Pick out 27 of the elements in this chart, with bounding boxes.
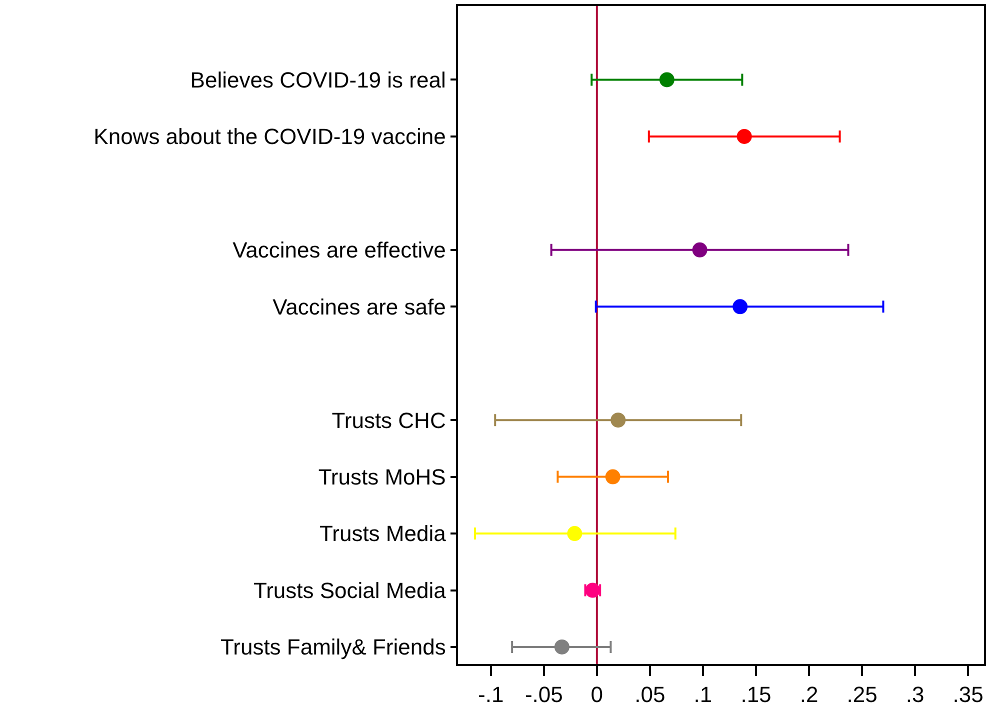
y-tick-label: Vaccines are safe (272, 294, 446, 320)
y-tick-label: Knows about the COVID-19 vaccine (94, 124, 446, 150)
x-tick-label: -.1 (478, 682, 504, 708)
y-tick-label: Believes COVID-19 is real (190, 67, 446, 92)
y-tick-label: Vaccines are effective (232, 238, 446, 263)
x-tick-label: -.05 (524, 682, 563, 708)
point (610, 412, 626, 428)
point (732, 299, 748, 314)
y-tick-label: Trusts MoHS (318, 464, 446, 490)
y-tick-label: Trusts Media (320, 521, 447, 546)
x-tick-label: 0 (590, 682, 604, 708)
x-tick-label: .15 (740, 682, 772, 708)
x-tick-label: .1 (694, 682, 712, 708)
y-tick-label: Trusts CHC (332, 408, 446, 433)
point (692, 242, 708, 258)
x-tick-label: .35 (952, 682, 984, 708)
y-tick-label: Trusts Family& Friends (220, 634, 446, 660)
x-tick-label: .25 (846, 682, 878, 708)
point (605, 469, 620, 484)
point (659, 72, 674, 88)
x-tick-label: .3 (906, 682, 924, 708)
point (567, 526, 582, 542)
x-tick-label: .05 (634, 682, 666, 708)
x-tick-label: .2 (800, 682, 818, 708)
point (736, 128, 752, 144)
point (554, 639, 570, 654)
y-tick-label: Trusts Social Media (253, 578, 447, 603)
